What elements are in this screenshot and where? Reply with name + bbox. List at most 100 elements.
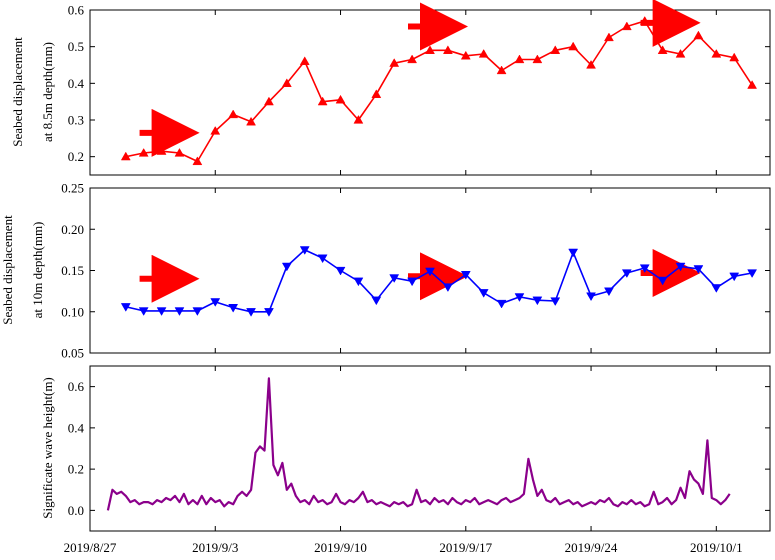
panel-middle-point-27 <box>604 287 614 297</box>
panel-bottom-ytick-label-0: 0.0 <box>68 503 84 518</box>
panel-top-point-5 <box>210 125 221 135</box>
panel-bottom-series <box>106 377 731 511</box>
panel-top-point-4 <box>192 156 203 166</box>
panel-top-point-8 <box>264 96 274 106</box>
panel-middle-point-20 <box>478 289 489 298</box>
panel-middle-point-16 <box>407 277 418 287</box>
panel-top-point-26 <box>586 59 596 69</box>
panel-top-series <box>120 15 758 166</box>
panel-bottom-xtick-label-2: 2019/9/10 <box>314 540 367 555</box>
panel-top-yticks: 0.2 0.3 0.4 0.5 0.6 <box>68 3 770 175</box>
panel-bottom-xtick-label-3: 2019/9/17 <box>439 540 492 555</box>
panel-top-point-16 <box>407 54 418 64</box>
panel-top-point-21 <box>496 65 507 75</box>
panel-top-point-28 <box>621 21 632 31</box>
panel-middle-point-25 <box>568 248 579 258</box>
panel-middle-point-2 <box>156 307 167 316</box>
panel-top-point-34 <box>729 52 740 62</box>
panel-middle-point-1 <box>138 307 149 316</box>
panel-top-series-line <box>125 20 753 163</box>
panel-top-point-27 <box>604 32 614 42</box>
panel-middle-point-14 <box>371 296 382 306</box>
panel-top-point-22 <box>514 54 525 64</box>
panel-top-ytick-label-4: 0.6 <box>68 3 85 18</box>
panel-bottom-yticks: 0.0 0.2 0.4 0.6 <box>68 379 770 518</box>
panel-bottom-xtick-label-4: 2019/9/24 <box>565 540 618 555</box>
panel-top-point-29 <box>639 15 650 25</box>
panel-bottom-xtick-label-5: 2019/10/1 <box>690 540 743 555</box>
panel-middle-point-21 <box>496 299 507 309</box>
panel-bottom-xtick-label-1: 2019/9/3 <box>192 540 238 555</box>
panel-top-point-1 <box>138 147 149 157</box>
panel-top-point-19 <box>460 50 471 60</box>
panel-top-point-35 <box>747 80 758 89</box>
panel-top-ytick-label-3: 0.5 <box>68 39 84 54</box>
panel-middle-ytick-label-0: 0.05 <box>61 346 84 361</box>
panel-bottom-xtick-label-0: 2019/8/27 <box>64 540 117 555</box>
panel-middle-point-28 <box>621 269 632 278</box>
panel-top-point-24 <box>550 45 561 54</box>
panel-top-point-13 <box>353 114 364 124</box>
panel-top-ytick-label-0: 0.2 <box>68 149 84 164</box>
panel-middle-ytick-label-4: 0.25 <box>61 181 84 196</box>
panel-top-point-7 <box>246 116 256 126</box>
panel-middle-point-24 <box>550 297 561 307</box>
panel-bottom-ytick-label-1: 0.2 <box>68 462 84 477</box>
panel-middle-ytick-label-2: 0.15 <box>61 263 84 278</box>
panel-middle-point-9 <box>281 262 292 272</box>
panel-top-point-14 <box>371 89 382 98</box>
panel-middle-point-18 <box>442 283 453 293</box>
panel-middle-point-23 <box>532 296 543 306</box>
panel-middle-point-32 <box>693 265 704 274</box>
panel-middle-point-26 <box>586 292 596 302</box>
panel-middle-yticks: 0.05 0.10 0.15 0.20 0.25 <box>61 181 770 361</box>
panel-middle-point-17 <box>425 267 435 277</box>
panel-top-point-18 <box>442 45 453 54</box>
panel-middle-point-10 <box>299 246 310 255</box>
panel-top-arrows <box>139 0 701 157</box>
panel-top-point-32 <box>693 30 704 40</box>
panel-middle-point-5 <box>210 298 221 307</box>
panel-top-point-3 <box>174 147 185 157</box>
panel-top-point-6 <box>228 109 239 119</box>
panel-top-ytick-label-1: 0.3 <box>68 113 84 128</box>
panel-middle-ylabel-line1: Seabed displacement <box>0 215 15 325</box>
panel-bottom-xticks: 2019/8/27 2019/9/3 2019/9/10 2019/9/17 2019/… <box>64 366 743 555</box>
panel-bottom-ytick-label-2: 0.4 <box>68 420 85 435</box>
panel-bottom: 0.00.20.40.6 2019/8/27 2019/9/3 2019/9/10 2… <box>40 365 771 555</box>
panel-top-frame <box>89 9 771 176</box>
panel-middle-point-35 <box>747 269 758 278</box>
panel-bottom-ytick-label-3: 0.6 <box>68 379 85 394</box>
panel-middle-point-0 <box>120 303 131 312</box>
panel-top-point-11 <box>317 96 328 106</box>
panel-top-point-10 <box>299 56 310 65</box>
panel-middle-arrows <box>139 248 701 303</box>
panel-top-point-25 <box>568 41 579 51</box>
panel-top-point-33 <box>711 48 722 58</box>
panel-middle-point-7 <box>246 308 256 317</box>
panel-bottom-ylabel: Significate wave height(m) <box>40 377 55 519</box>
panel-middle-series-line <box>125 249 753 313</box>
panel-middle-ylabel-line2: at 10m depth(mm) <box>30 222 45 319</box>
panel-middle-point-33 <box>711 284 722 293</box>
panel-top-point-0 <box>120 151 131 161</box>
panel-top-point-15 <box>389 58 400 67</box>
panel-middle-point-30 <box>657 276 668 286</box>
panel-middle-point-11 <box>317 254 328 264</box>
panel-middle-point-34 <box>729 272 740 282</box>
panel-top-point-9 <box>281 78 292 87</box>
panel-middle-point-6 <box>228 304 239 313</box>
panel-middle-point-4 <box>192 307 203 316</box>
panel-middle-point-12 <box>335 266 346 276</box>
panel-top-point-2 <box>156 146 167 155</box>
panel-middle-ytick-label-1: 0.10 <box>61 304 84 319</box>
panel-middle-point-3 <box>174 307 185 316</box>
panel-middle-point-13 <box>353 277 364 287</box>
panel-top-point-23 <box>532 54 543 64</box>
panel-middle-point-22 <box>514 293 525 302</box>
panel-middle-point-29 <box>639 264 650 274</box>
panel-middle-point-31 <box>675 262 686 272</box>
panel-top-point-17 <box>425 45 435 54</box>
panel-middle: 0.05 0.10 0.15 0.20 0.25 Seabed displacement… <box>0 181 771 361</box>
panel-top-point-31 <box>675 48 686 58</box>
